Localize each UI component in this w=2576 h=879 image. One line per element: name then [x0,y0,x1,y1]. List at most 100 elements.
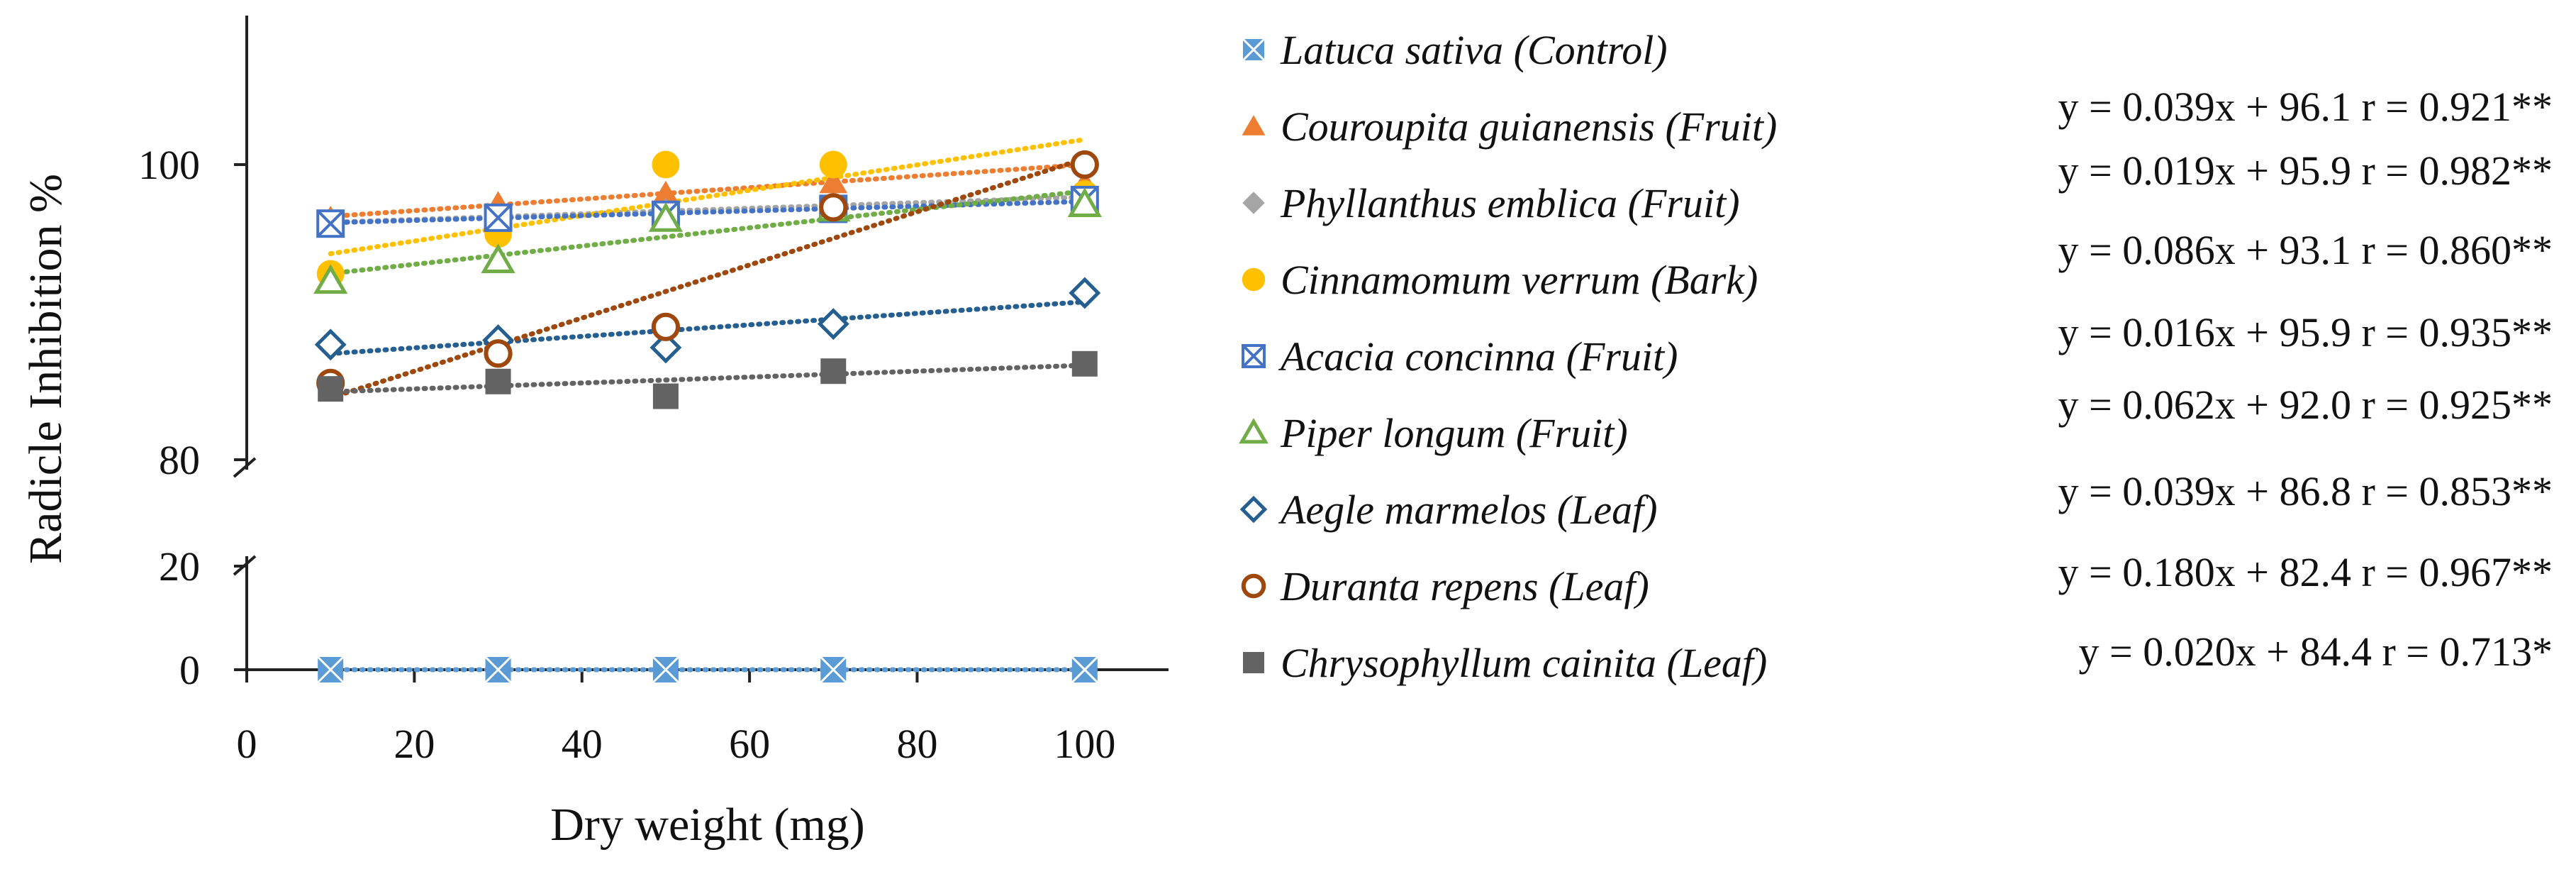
data-point-latuca-sativa-control [1071,656,1098,684]
marker-circle [1242,267,1266,292]
marker-cross [1242,38,1266,62]
trendline-duranta-repens-leaf [328,156,1088,401]
legend-marker-latuca-sativa-control [1242,38,1266,62]
marker-circle-open [484,339,513,368]
data-point-chrysophyllum-cainita-leaf [485,368,511,394]
data-point-piper-longum-fruit [648,202,684,232]
marker-cross [317,656,345,684]
marker-triangle-open [481,243,515,273]
x-tick-label: 100 [1054,721,1115,767]
marker-diamond-open [649,331,682,364]
marker-cross [820,656,847,684]
chart-trendlines [328,137,1088,673]
legend-marker-piper-longum-fruit [1239,418,1269,444]
y-tick-label: 0 [179,647,200,693]
y-tick-label: 20 [159,543,200,590]
equation-chrysophyllum-cainita-leaf: y = 0.020x + 84.4 r = 0.713* [2079,629,2553,675]
marker-circle [819,150,847,179]
x-axis-title: Dry weight (mg) [550,799,865,851]
data-point-aegle-marmelos-leaf [314,328,347,361]
data-point-aegle-marmelos-leaf [817,308,849,341]
legend-marker-chrysophyllum-cainita-leaf [1243,652,1264,673]
equation-duranta-repens-leaf: y = 0.180x + 82.4 r = 0.967** [2058,549,2553,595]
chart-legend: Latuca sativa (Control) Couroupita guiane… [1239,27,1777,686]
trendline-cinnamomum-verrum-bark [328,137,1088,257]
data-point-duranta-repens-leaf [819,193,848,222]
y-tick-label: 100 [138,142,200,188]
data-point-latuca-sativa-control [820,656,847,684]
data-point-cinnamomum-verrum-bark [819,150,847,179]
legend-label-acacia-concinna-fruit: Acacia concinna (Fruit) [1278,333,1678,380]
marker-square [1243,652,1264,673]
x-tick-label: 80 [896,721,937,767]
legend-marker-duranta-repens-leaf [1241,573,1266,599]
marker-triangle [819,169,848,194]
marker-diamond-open [1069,277,1101,309]
trendline-piper-longum-fruit [328,188,1088,277]
data-point-chrysophyllum-cainita-leaf [652,383,679,409]
x-tick-label: 40 [562,721,603,767]
marker-square [1071,350,1098,377]
marker-cross [652,656,679,684]
marker-square [820,358,847,385]
trendline-phyllanthus-emblica-fruit [328,194,1088,225]
marker-diamond-open [817,308,849,341]
trendline-chrysophyllum-cainita-leaf [328,363,1088,394]
data-point-aegle-marmelos-leaf [1069,277,1101,309]
data-point-chrysophyllum-cainita-leaf [1071,350,1098,377]
data-point-couroupita-guianensis-fruit [819,169,848,194]
marker-circle-open [1241,573,1266,599]
legend-marker-aegle-marmelos-leaf [1239,495,1268,524]
x-tick-label: 20 [394,721,435,767]
marker-cross [484,656,512,684]
equation-aegle-marmelos-leaf: y = 0.039x + 86.8 r = 0.853** [2058,468,2553,514]
legend-label-phyllanthus-emblica-fruit: Phyllanthus emblica (Fruit) [1280,180,1740,226]
legend-label-piper-longum-fruit: Piper longum (Fruit) [1280,410,1628,456]
equation-couroupita-guianensis-fruit: y = 0.039x + 96.1 r = 0.921** [2058,84,2553,130]
data-point-duranta-repens-leaf [651,312,681,341]
x-tick-label: 0 [237,721,257,767]
chart-points [313,150,1102,684]
x-tick-label: 60 [729,721,770,767]
data-point-aegle-marmelos-leaf [649,331,682,364]
data-point-piper-longum-fruit [1067,187,1102,217]
marker-circle-open [819,193,848,222]
y-axis-break-mark-upper [233,457,257,478]
marker-triangle [1242,115,1266,136]
y-tick-label: 80 [159,437,200,483]
marker-triangle [652,180,680,205]
data-point-latuca-sativa-control [317,656,345,684]
marker-circle [652,150,680,179]
marker-triangle-open [1239,418,1269,444]
y-axis-title: Radicle Inhibition % [20,174,72,564]
marker-cross [484,204,512,232]
equation-cinnamomum-verrum-bark: y = 0.086x + 93.1 r = 0.860** [2058,227,2553,273]
legend-marker-cinnamomum-verrum-bark [1242,267,1266,292]
marker-diamond [1242,192,1265,214]
data-point-chrysophyllum-cainita-leaf [318,376,344,402]
legend-label-couroupita-guianensis-fruit: Couroupita guianensis (Fruit) [1281,104,1777,150]
equation-phyllanthus-emblica-fruit: y = 0.019x + 95.9 r = 0.982** [2058,148,2553,194]
trendline-acacia-concinna-fruit [328,199,1088,226]
marker-circle-open [1070,150,1099,179]
legend-label-latuca-sativa-control: Latuca sativa (Control) [1280,27,1668,73]
marker-triangle-open [648,202,684,232]
marker-square [652,383,679,409]
marker-triangle-open [313,264,348,294]
equation-acacia-concinna-fruit: y = 0.016x + 95.9 r = 0.935** [2058,309,2553,355]
chart-text: 0 20 40 60 80 100 0 20 80 100 Dry weight (mg) Radic… [20,84,2553,851]
data-point-couroupita-guianensis-fruit [652,180,680,205]
data-point-piper-longum-fruit [481,243,515,273]
trendline-aegle-marmelos-leaf [328,299,1088,356]
legend-label-duranta-repens-leaf: Duranta repens (Leaf) [1280,563,1649,609]
equation-piper-longum-fruit: y = 0.062x + 92.0 r = 0.925** [2058,382,2553,428]
marker-square [485,368,511,394]
legend-label-cinnamomum-verrum-bark: Cinnamomum verrum (Bark) [1281,257,1758,303]
legend-label-chrysophyllum-cainita-leaf: Chrysophyllum cainita (Leaf) [1281,640,1767,686]
data-point-latuca-sativa-control [484,656,512,684]
data-point-acacia-concinna-fruit [316,209,345,238]
legend-marker-couroupita-guianensis-fruit [1242,115,1266,136]
data-point-piper-longum-fruit [313,264,348,294]
marker-circle-open [651,312,681,341]
